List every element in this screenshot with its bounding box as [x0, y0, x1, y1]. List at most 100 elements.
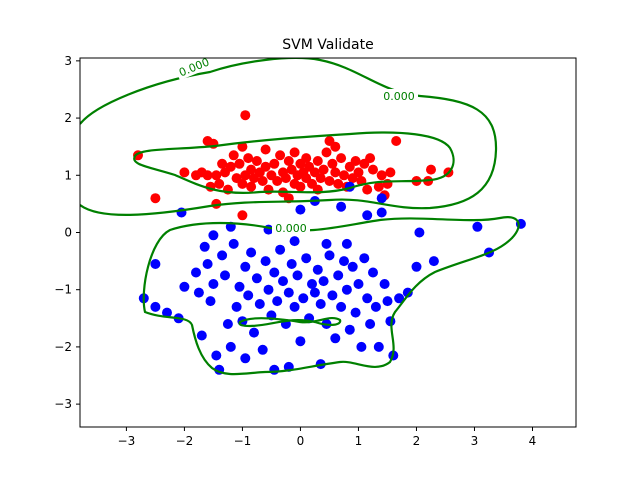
x-tick-label-2: −1 [234, 434, 252, 448]
blue-point-0 [150, 259, 161, 269]
blue-point-85 [472, 221, 483, 232]
y-tick-label-1: −2 [54, 340, 72, 354]
red-point-13 [225, 161, 236, 172]
red-point-60 [333, 178, 344, 189]
red-point-20 [240, 110, 251, 121]
red-point-71 [368, 164, 378, 175]
x-tick-label-1: −2 [176, 434, 194, 448]
blue-point-31 [257, 344, 268, 355]
blue-point-10 [199, 241, 210, 252]
red-point-29 [260, 144, 271, 155]
red-point-84 [237, 210, 248, 221]
blue-point-61 [333, 270, 344, 281]
red-point-86 [330, 141, 341, 152]
red-point-32 [269, 158, 280, 169]
red-point-25 [251, 156, 262, 166]
red-point-62 [339, 170, 349, 181]
y-tick-label-5: 2 [64, 111, 72, 125]
y-tick-label-3: 0 [64, 225, 72, 239]
blue-point-45 [292, 270, 303, 281]
blue-point-13 [208, 279, 219, 289]
red-point-67 [353, 167, 364, 178]
boundary-blue-region [142, 216, 520, 376]
blue-point-3 [162, 307, 172, 318]
x-tick-label-4: 1 [355, 434, 363, 448]
blue-point-98 [208, 230, 219, 241]
blue-point-96 [289, 236, 300, 247]
blue-point-12 [205, 296, 216, 307]
contour-label-center: 0.000 [275, 222, 307, 235]
blue-point-93 [376, 193, 387, 204]
blue-point-44 [289, 301, 300, 312]
blue-point-2 [150, 301, 161, 312]
blue-point-99 [341, 238, 352, 249]
red-point-2 [179, 167, 190, 178]
red-point-59 [330, 167, 341, 178]
blue-point-59 [327, 290, 338, 301]
blue-point-35 [269, 267, 280, 278]
red-point-9 [214, 178, 225, 189]
red-point-70 [362, 184, 373, 195]
boundary-outer-top [80, 58, 498, 216]
red-point-10 [217, 158, 228, 169]
blue-point-29 [251, 273, 262, 284]
red-point-23 [246, 181, 257, 192]
red-point-53 [315, 173, 326, 184]
blue-point-47 [295, 204, 306, 215]
blue-point-28 [249, 327, 259, 338]
red-point-80 [426, 164, 436, 175]
plot-area: 0.000 0.000 0.000 [80, 58, 526, 376]
blue-point-68 [353, 279, 364, 289]
blue-point-21 [231, 301, 242, 312]
blue-point-83 [414, 227, 425, 238]
blue-point-48 [298, 293, 309, 304]
blue-point-41 [283, 287, 294, 298]
red-point-61 [336, 153, 347, 164]
blue-point-11 [202, 259, 213, 269]
blue-point-6 [179, 281, 190, 292]
red-point-33 [272, 176, 283, 186]
blue-point-20 [228, 238, 239, 249]
blue-point-88 [376, 207, 387, 218]
blue-point-26 [243, 290, 254, 301]
x-axis: −3 −2 −1 0 1 2 3 4 [118, 427, 537, 448]
blue-point-60 [330, 333, 341, 344]
red-point-22 [246, 164, 257, 175]
blue-point-74 [370, 301, 381, 312]
blue-point-56 [318, 276, 329, 287]
blue-point-54 [315, 299, 326, 309]
blue-point-84 [428, 256, 439, 267]
y-tick-label-2: −1 [54, 283, 72, 297]
x-tick-label-3: 0 [297, 434, 305, 448]
blue-point-7 [191, 267, 201, 278]
blue-point-17 [220, 270, 230, 281]
red-point-77 [391, 136, 402, 146]
blue-point-16 [217, 250, 228, 261]
red-point-28 [260, 161, 271, 172]
blue-point-9 [196, 330, 207, 341]
blue-point-69 [356, 341, 367, 352]
blue-point-14 [211, 350, 222, 361]
blue-point-19 [225, 341, 236, 352]
blue-point-72 [365, 319, 376, 329]
plot-frame [79, 57, 577, 428]
blue-point-25 [240, 353, 251, 364]
red-point-17 [237, 178, 248, 189]
x-tick-label-7: 4 [529, 434, 537, 448]
blue-point-46 [295, 336, 306, 347]
blue-point-18 [222, 319, 233, 329]
blue-point-62 [336, 301, 347, 312]
red-point-41 [289, 147, 300, 158]
blue-point-81 [402, 287, 413, 298]
blue-point-77 [382, 296, 393, 307]
blue-point-37 [272, 296, 283, 307]
blue-point-66 [347, 261, 358, 272]
red-point-87 [365, 153, 376, 164]
red-point-14 [228, 150, 239, 161]
blue-point-53 [312, 264, 323, 275]
blue-point-43 [286, 259, 297, 269]
red-point-58 [327, 158, 338, 169]
blue-point-64 [341, 284, 352, 295]
red-point-8 [211, 170, 222, 181]
blue-point-30 [254, 299, 265, 309]
